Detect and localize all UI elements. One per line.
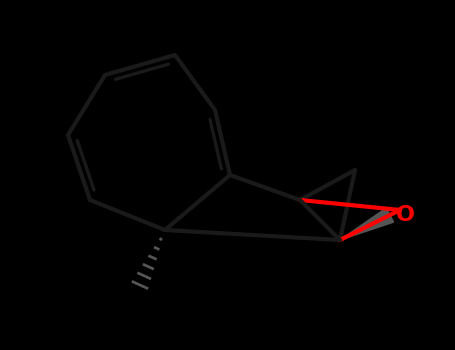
- Text: O: O: [395, 205, 415, 225]
- Polygon shape: [340, 208, 394, 240]
